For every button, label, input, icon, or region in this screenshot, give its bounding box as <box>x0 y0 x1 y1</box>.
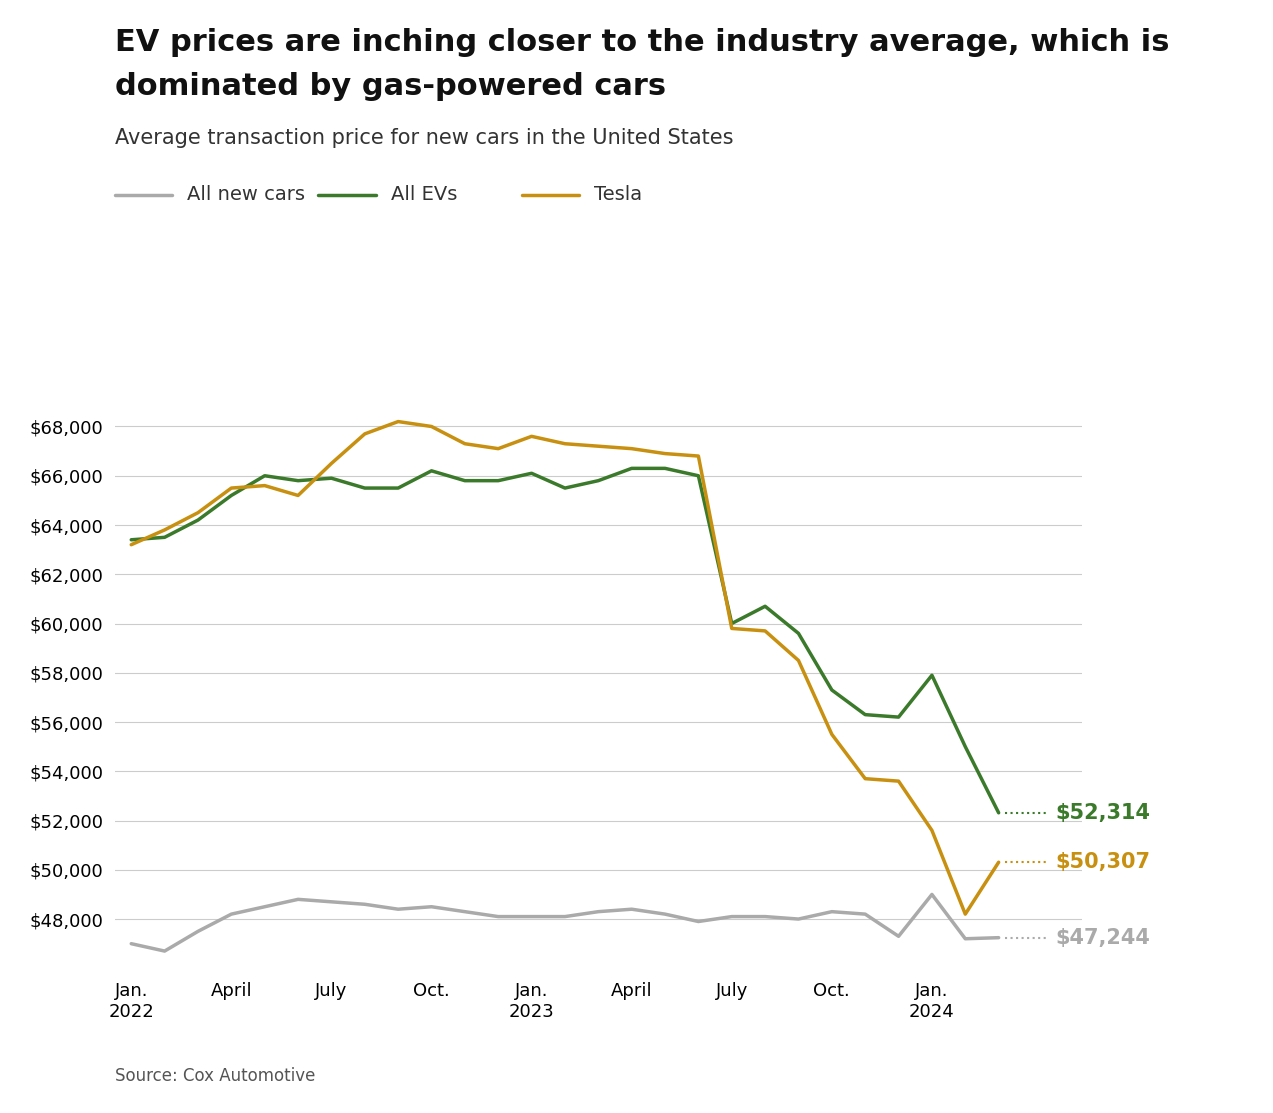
Text: $50,307: $50,307 <box>1055 853 1151 873</box>
Text: Source: Cox Automotive: Source: Cox Automotive <box>115 1067 314 1085</box>
Text: Average transaction price for new cars in the United States: Average transaction price for new cars i… <box>115 128 733 148</box>
Text: dominated by gas-powered cars: dominated by gas-powered cars <box>115 72 666 101</box>
Text: Tesla: Tesla <box>594 185 643 205</box>
Text: $47,244: $47,244 <box>1055 927 1151 947</box>
Text: $52,314: $52,314 <box>1055 802 1151 823</box>
Text: EV prices are inching closer to the industry average, which is: EV prices are inching closer to the indu… <box>115 28 1169 57</box>
Text: All EVs: All EVs <box>391 185 457 205</box>
Text: All new cars: All new cars <box>187 185 306 205</box>
